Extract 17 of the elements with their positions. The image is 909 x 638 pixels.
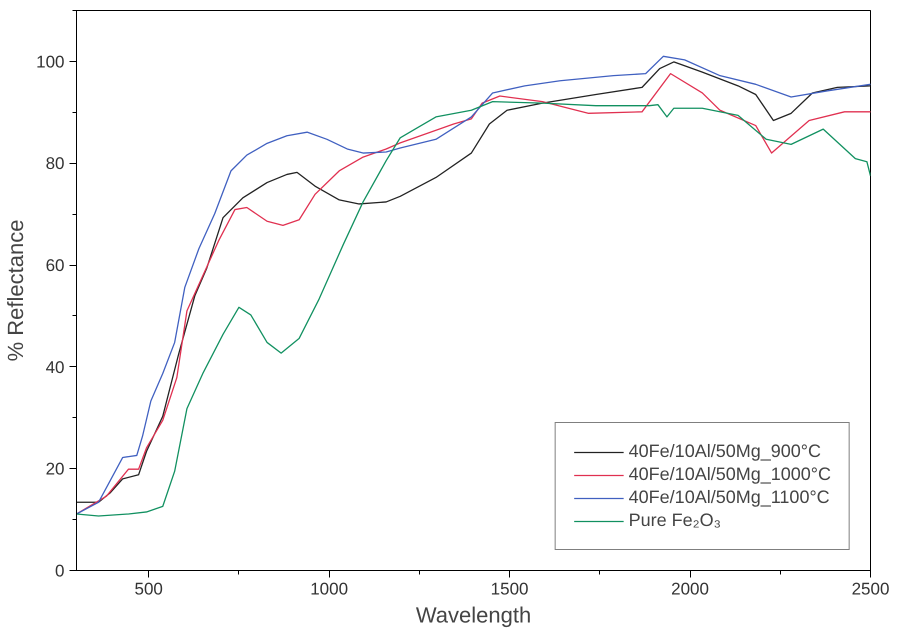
x-tick-label: 2500 — [852, 580, 890, 598]
y-axis-title: % Reflectance — [3, 220, 28, 362]
y-tick-label: 20 — [46, 460, 65, 479]
legend-label: 40Fe/10Al/50Mg_900°C — [628, 441, 821, 462]
y-tick-label: 40 — [46, 358, 65, 377]
y-tick-label: 100 — [36, 52, 65, 72]
x-axis-title: Wavelength — [416, 602, 532, 628]
legend-label: 40Fe/10Al/50Mg_1000°C — [628, 464, 831, 485]
x-tick-label: 1500 — [490, 580, 529, 598]
x-tick-label: 2000 — [671, 580, 709, 598]
y-tick-label: 60 — [46, 256, 65, 276]
x-tick-label: 500 — [134, 580, 163, 598]
legend-label: Pure Fe₂O₃ — [628, 510, 722, 531]
legend-label: 40Fe/10Al/50Mg_1100°C — [628, 487, 830, 508]
y-tick-label: 80 — [46, 154, 65, 174]
y-tick-label: 0 — [55, 562, 65, 580]
x-tick-label: 1000 — [310, 580, 348, 598]
